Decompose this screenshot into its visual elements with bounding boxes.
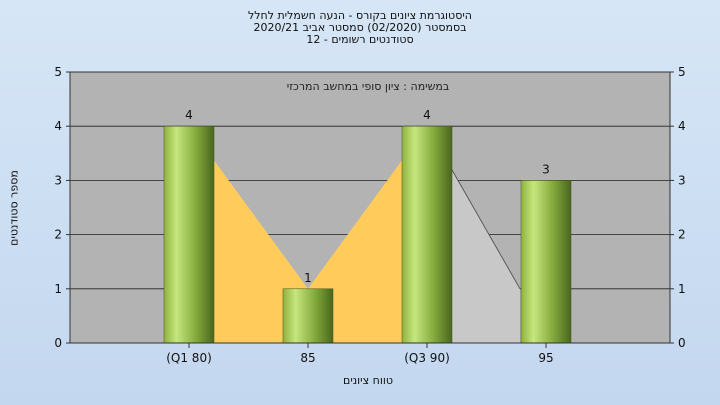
y-tick-label-right: 0	[678, 336, 686, 350]
x-axis-label: טווח ציונים	[343, 374, 393, 387]
y-tick-label: 2	[54, 228, 62, 242]
x-tick-label: 95	[538, 351, 553, 365]
y-tick-label-right: 5	[678, 65, 686, 79]
y-tick-label: 1	[54, 282, 62, 296]
data-label: 1	[304, 271, 312, 285]
y-tick-label-right: 2	[678, 228, 686, 242]
iqr-area	[189, 126, 427, 343]
y-tick-label: 0	[54, 336, 62, 350]
y-tick-label: 4	[54, 119, 62, 133]
y-tick-label: 3	[54, 173, 62, 187]
chart-student-count: סטודנטים רשומים - 12	[306, 33, 414, 46]
y-tick-label: 5	[54, 65, 62, 79]
bar	[163, 125, 215, 344]
y-tick-label-right: 3	[678, 173, 686, 187]
plot-annotation: במשימה : ציון סופי במחשב המרכזי	[287, 80, 450, 93]
data-label: 3	[542, 162, 550, 176]
x-tick-label: (Q3 90)	[404, 351, 450, 365]
plot-border	[69, 71, 671, 344]
data-label: 4	[185, 108, 193, 122]
y-tick-label-right: 1	[678, 282, 686, 296]
bar	[401, 125, 453, 344]
chart-subtitle: בסמסטר (02/2020) סמסטר אביב 2020/21	[253, 21, 467, 34]
bar	[282, 288, 334, 344]
y-tick-label-right: 4	[678, 119, 686, 133]
x-tick-label: 85	[300, 351, 315, 365]
chart-titles: היסטוגרמת ציונים בקורס - הנעה חשמלית לחל…	[0, 10, 720, 46]
data-label: 4	[423, 108, 431, 122]
x-tick-label: (Q1 80)	[166, 351, 212, 365]
bar	[520, 180, 572, 344]
chart-title: היסטוגרמת ציונים בקורס - הנעה חשמלית לחל…	[248, 9, 472, 22]
y-axis-label: מספר סטודנטים	[7, 170, 21, 246]
